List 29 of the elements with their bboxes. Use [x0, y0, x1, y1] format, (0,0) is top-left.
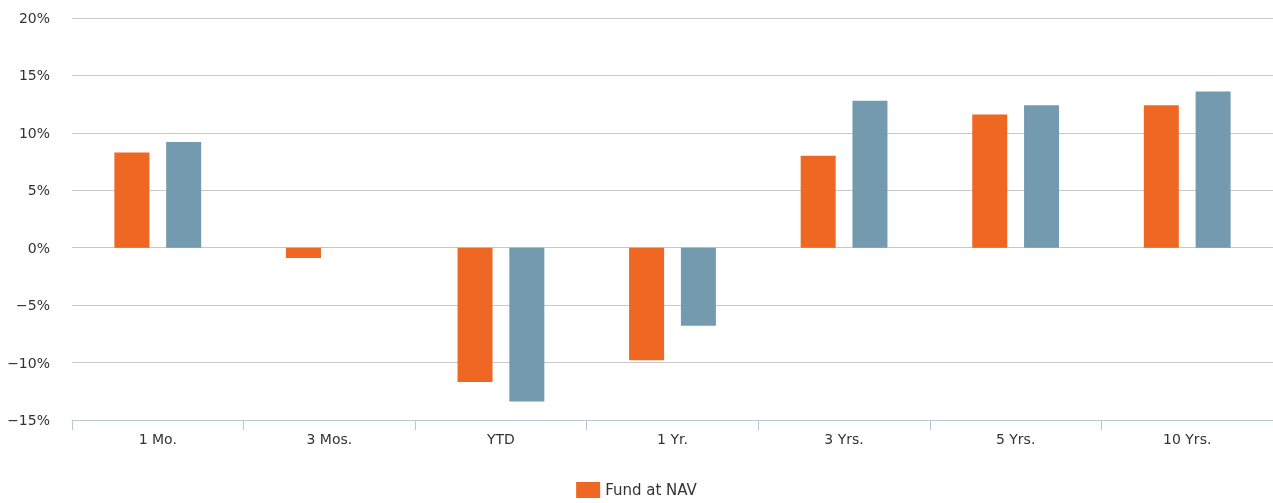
- x-tick-label: 3 Yrs.: [824, 431, 864, 447]
- y-tick-label: −15%: [7, 412, 50, 428]
- bar: [972, 114, 1008, 248]
- y-tick-label: −10%: [7, 354, 50, 371]
- x-tick-label: 5 Yrs.: [995, 431, 1036, 447]
- bar: [509, 247, 545, 402]
- bar: [852, 100, 888, 248]
- x-tick-label: 1 Mo.: [138, 431, 177, 447]
- bar: [1195, 91, 1231, 248]
- y-tick-label: 5%: [27, 182, 50, 199]
- bar: [680, 247, 716, 326]
- bar: [1024, 105, 1060, 248]
- bar: [285, 247, 321, 259]
- legend-label: Fund at NAV: [605, 481, 698, 499]
- bar: [1143, 105, 1179, 248]
- bar: [629, 247, 665, 361]
- y-tick-label: −5%: [16, 297, 50, 314]
- bar: [114, 152, 150, 248]
- bar: [166, 142, 202, 248]
- bar: [800, 155, 836, 248]
- bar: [457, 247, 493, 383]
- x-tick-label: 1 Yr.: [657, 431, 688, 447]
- x-tick-label: YTD: [485, 431, 515, 447]
- y-tick-label: 20%: [18, 10, 50, 26]
- x-tick-label: 10 Yrs.: [1163, 431, 1212, 447]
- y-tick-label: 15%: [18, 67, 50, 84]
- y-tick-label: 10%: [18, 124, 50, 141]
- x-tick-label: 3 Mos.: [306, 431, 353, 447]
- y-tick-label: 0%: [27, 239, 50, 256]
